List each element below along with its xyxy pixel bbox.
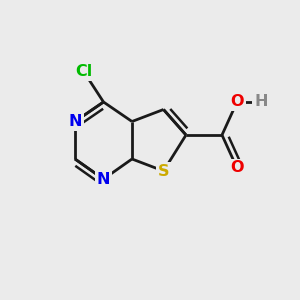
Text: N: N xyxy=(97,172,110,187)
Text: O: O xyxy=(230,160,244,175)
Text: Cl: Cl xyxy=(75,64,93,80)
Text: H: H xyxy=(254,94,268,110)
Text: N: N xyxy=(68,114,82,129)
Text: S: S xyxy=(158,164,169,178)
Text: O: O xyxy=(230,94,244,110)
